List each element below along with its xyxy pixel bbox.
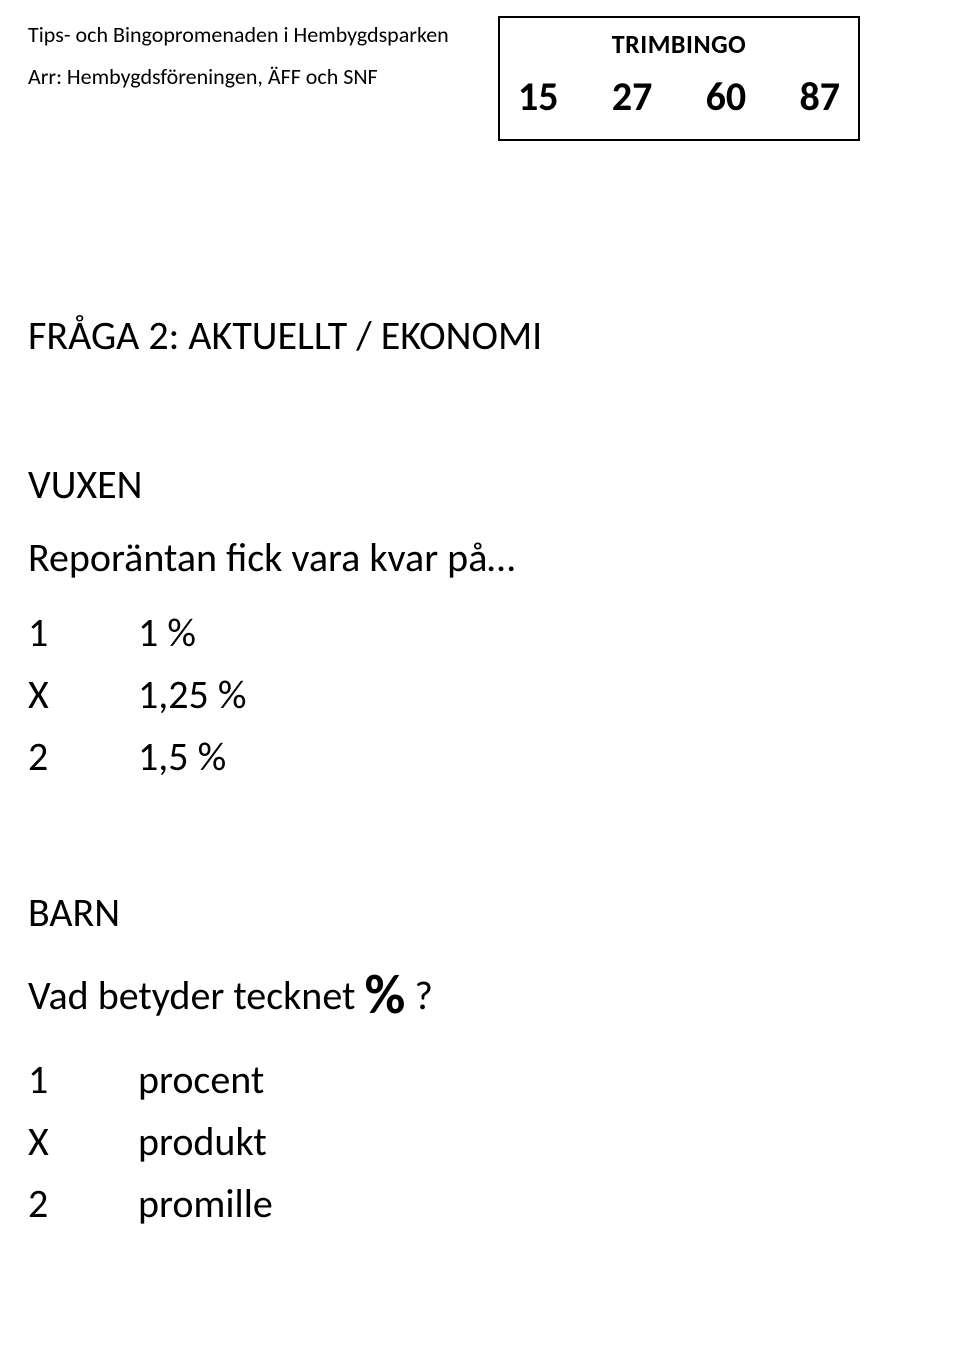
bingo-number: 15: [518, 72, 559, 121]
option-value: 1,5 %: [138, 726, 860, 788]
option-row: 1 1 %: [28, 602, 860, 664]
option-row: 2 promille: [28, 1173, 860, 1235]
adult-options: 1 1 % X 1,25 % 2 1,5 %: [28, 602, 860, 788]
child-prompt-prefix: Vad betyder tecknet: [28, 971, 364, 1020]
bingo-box: TRIMBINGO 15 27 60 87: [498, 16, 860, 141]
option-key: X: [28, 664, 138, 726]
option-value: 1 %: [138, 602, 860, 664]
bingo-number: 60: [706, 72, 747, 121]
question-title: FRÅGA 2: AKTUELLT / EKONOMI: [28, 311, 860, 360]
option-row: X 1,25 %: [28, 664, 860, 726]
bingo-numbers: 15 27 60 87: [514, 72, 844, 121]
option-row: X produkt: [28, 1111, 860, 1173]
page-header: Tips- och Bingopromenaden i Hembygdspark…: [28, 20, 860, 141]
bingo-label: TRIMBINGO: [514, 28, 844, 60]
bingo-number: 27: [612, 72, 653, 121]
option-value: promille: [138, 1173, 860, 1235]
option-value: produkt: [138, 1111, 860, 1173]
adult-section-label: VUXEN: [28, 460, 860, 509]
child-prompt: Vad betyder tecknet % ?: [28, 961, 860, 1029]
option-value: procent: [138, 1049, 860, 1111]
option-key: 2: [28, 1173, 138, 1235]
document-title: Tips- och Bingopromenaden i Hembygdspark…: [28, 22, 498, 48]
option-key: 1: [28, 1049, 138, 1111]
option-key: 2: [28, 726, 138, 788]
child-section-label: BARN: [28, 888, 860, 937]
child-options: 1 procent X produkt 2 promille: [28, 1049, 860, 1235]
header-left: Tips- och Bingopromenaden i Hembygdspark…: [28, 20, 498, 91]
option-row: 2 1,5 %: [28, 726, 860, 788]
adult-prompt: Reporäntan fick vara kvar på…: [28, 533, 860, 582]
option-value: 1,25 %: [138, 664, 860, 726]
document-subtitle: Arr: Hembygdsföreningen, ÄFF och SNF: [28, 64, 498, 90]
option-row: 1 procent: [28, 1049, 860, 1111]
option-key: 1: [28, 602, 138, 664]
option-key: X: [28, 1111, 138, 1173]
bingo-number: 87: [799, 72, 840, 121]
percent-symbol: %: [364, 961, 405, 1029]
child-prompt-suffix: ?: [405, 971, 433, 1020]
